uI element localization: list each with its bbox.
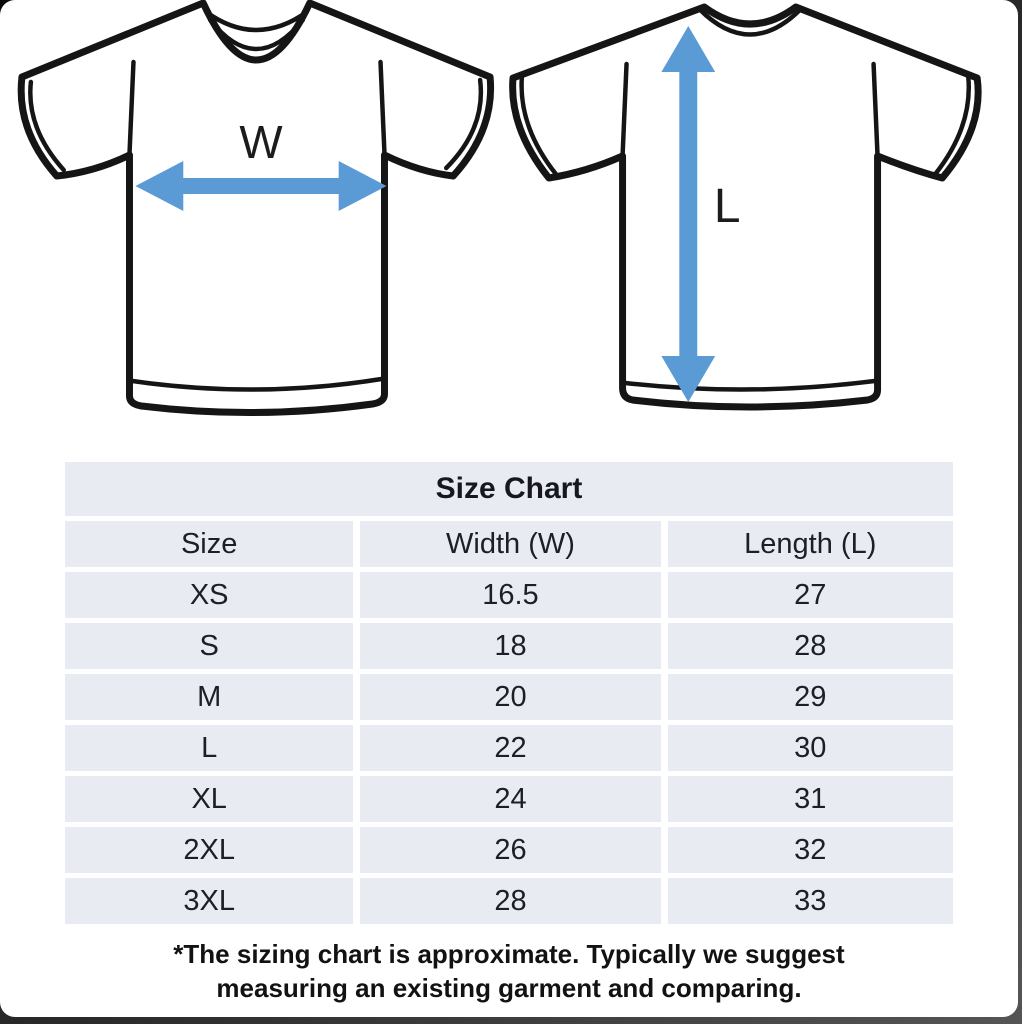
column-header-length: Length (L) <box>667 521 953 567</box>
table-cell: XL <box>65 776 354 822</box>
table-cell: 27 <box>667 572 953 618</box>
disclaimer-line-2: measuring an existing garment and compar… <box>216 973 802 1003</box>
sleeve-cuff-ribs <box>519 73 971 177</box>
hem-stitch-line <box>130 376 384 392</box>
table-cell: 26 <box>360 827 661 873</box>
table-cell: 33 <box>667 878 953 924</box>
table-cell: 28 <box>667 623 953 669</box>
size-chart-title: Size Chart <box>65 462 953 516</box>
shoulder-seams <box>127 59 387 157</box>
shoulder-seams <box>620 61 880 159</box>
table-cell: 16.5 <box>360 572 661 618</box>
shirt-diagrams: W L <box>0 0 1018 432</box>
length-label: L <box>714 180 741 233</box>
width-arrow-icon <box>135 161 387 211</box>
table-cell: L <box>65 725 354 771</box>
table-cell: 20 <box>360 674 661 720</box>
table-cell: 29 <box>667 674 953 720</box>
front-shirt-illustration: W <box>17 0 495 417</box>
column-header-width: Width (W) <box>360 521 661 567</box>
size-chart-table: Size Chart Size Width (W) Length (L) XS 1… <box>65 462 953 924</box>
collar-rib-lines <box>203 9 310 52</box>
column-header-size: Size <box>65 521 354 567</box>
table-cell: 32 <box>667 827 953 873</box>
table-cell: 18 <box>360 623 661 669</box>
table-cell: 22 <box>360 725 661 771</box>
table-cell: 2XL <box>65 827 354 873</box>
back-shirt-illustration: L <box>509 3 982 411</box>
table-cell: 30 <box>667 725 953 771</box>
front-shirt-outline <box>17 0 495 417</box>
table-cell: 31 <box>667 776 953 822</box>
table-cell: M <box>65 674 354 720</box>
length-arrow-icon <box>661 26 716 402</box>
sleeve-cuff-ribs <box>28 77 484 173</box>
table-cell: S <box>65 623 354 669</box>
table-cell: 28 <box>360 878 661 924</box>
back-collar-band <box>697 6 804 37</box>
table-cell: 24 <box>360 776 661 822</box>
table-cell: 3XL <box>65 878 354 924</box>
back-shirt-outline <box>509 3 982 411</box>
width-label: W <box>239 116 283 168</box>
hem-stitch-line <box>623 378 877 392</box>
sizing-disclaimer: *The sizing chart is approximate. Typica… <box>0 937 1018 1005</box>
disclaimer-line-1: *The sizing chart is approximate. Typica… <box>173 939 845 969</box>
table-cell: XS <box>65 572 354 618</box>
